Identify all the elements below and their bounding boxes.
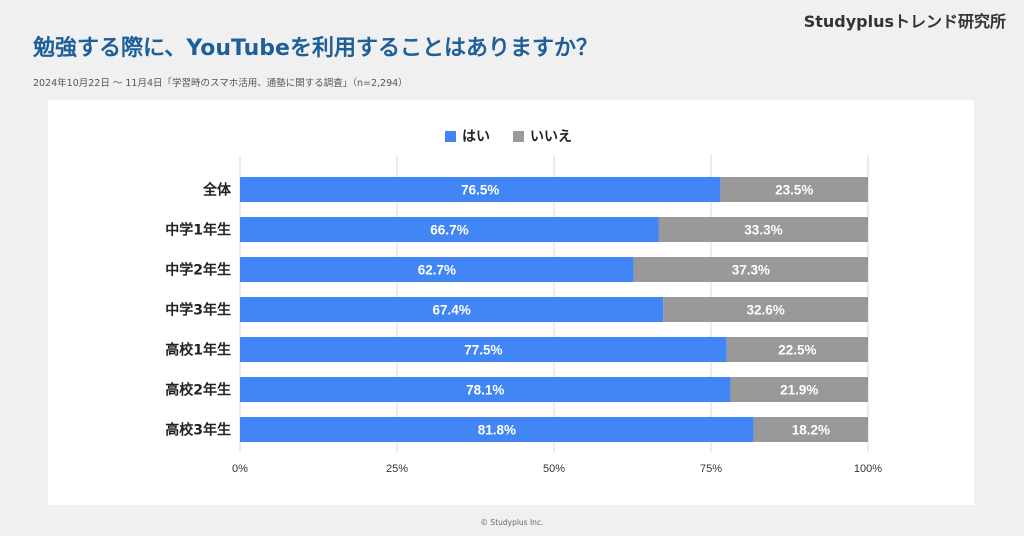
bar-no[interactable] — [726, 337, 868, 362]
category-label: 中学2年生 — [165, 262, 231, 279]
data-label: 62.7% — [418, 263, 456, 278]
bar-no[interactable] — [633, 257, 868, 282]
data-label: 78.1% — [466, 383, 504, 398]
data-label: 23.5% — [775, 183, 813, 198]
legend-label: はい — [462, 129, 490, 145]
data-label: 37.3% — [732, 263, 770, 278]
data-label: 22.5% — [778, 343, 816, 358]
data-label: 77.5% — [464, 343, 502, 358]
category-label: 中学3年生 — [165, 302, 231, 319]
bar-yes[interactable] — [240, 337, 727, 362]
data-label: 33.3% — [744, 223, 782, 238]
x-tick-label: 0% — [232, 463, 248, 475]
x-tick-label: 75% — [700, 463, 722, 475]
brand-logo: Studyplusトレンド研究所 — [803, 12, 1006, 31]
x-tick-label: 50% — [543, 463, 565, 475]
page-title: 勉強する際に、YouTubeを利用することはありますか？ — [33, 36, 598, 61]
data-label: 81.8% — [478, 423, 516, 438]
bar-no[interactable] — [663, 297, 868, 322]
bar-no[interactable] — [720, 177, 868, 202]
category-label: 全体 — [202, 182, 232, 199]
bar-no[interactable] — [658, 217, 868, 242]
x-tick-label: 25% — [386, 463, 408, 475]
category-label: 高校1年生 — [165, 342, 231, 359]
category-label: 高校3年生 — [165, 422, 231, 439]
bar-yes[interactable] — [240, 217, 659, 242]
data-label: 21.9% — [780, 383, 818, 398]
bar-no[interactable] — [730, 377, 868, 402]
data-label: 76.5% — [461, 183, 499, 198]
data-label: 66.7% — [430, 223, 468, 238]
bar-yes[interactable] — [240, 297, 664, 322]
legend-label: いいえ — [530, 129, 572, 145]
bar-yes[interactable] — [240, 177, 721, 202]
bar-yes[interactable] — [240, 257, 634, 282]
x-tick-label: 100% — [854, 463, 882, 475]
data-label: 18.2% — [792, 423, 830, 438]
bar-yes[interactable] — [240, 417, 754, 442]
legend-swatch — [513, 131, 524, 142]
data-label: 32.6% — [746, 303, 784, 318]
chart-panel: 0% 25% 50% 75% 100% はい いいえ全体 76.5% 23.5% 中学1年生 66.… — [48, 100, 974, 505]
copyright: © Studyplus Inc. — [480, 518, 544, 527]
legend-swatch — [445, 131, 456, 142]
bar-no[interactable] — [753, 417, 868, 442]
data-label: 67.4% — [432, 303, 470, 318]
bar-yes[interactable] — [240, 377, 731, 402]
category-label: 中学1年生 — [165, 222, 231, 239]
survey-subtitle: 2024年10月22日 〜 11月4日「学習時のスマホ活用、通塾に関する調査」（… — [33, 78, 408, 89]
category-label: 高校2年生 — [165, 382, 231, 399]
